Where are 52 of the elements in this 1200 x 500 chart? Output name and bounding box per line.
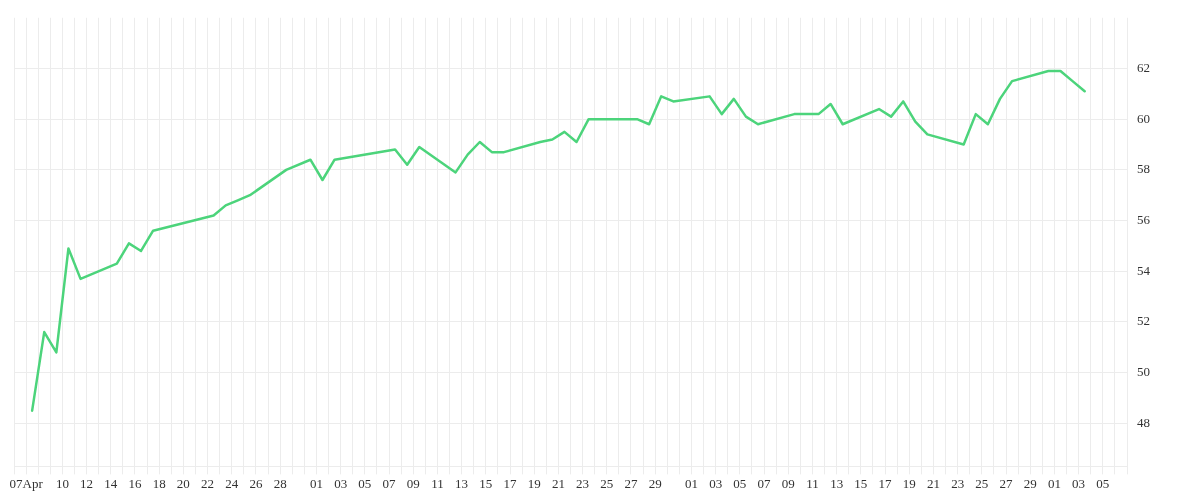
y-tick-label: 60 bbox=[1137, 110, 1150, 126]
x-tick-label: 29 bbox=[1023, 475, 1037, 491]
x-tick-label: 27 bbox=[624, 475, 638, 491]
x-tick-label: 26 bbox=[249, 475, 263, 491]
y-tick-label: 54 bbox=[1137, 262, 1151, 278]
x-tick-label: 11 bbox=[431, 475, 444, 491]
x-tick-label: 03 bbox=[709, 475, 723, 491]
x-tick-label: 16 bbox=[128, 475, 142, 491]
x-tick-label: 24 bbox=[225, 475, 239, 491]
y-tick-label: 50 bbox=[1137, 364, 1150, 380]
x-tick-label: 11 bbox=[806, 475, 819, 491]
x-tick-label: 01 bbox=[1047, 475, 1061, 491]
y-tick-label: 62 bbox=[1137, 59, 1150, 75]
x-tick-label: 28 bbox=[273, 475, 287, 491]
x-tick-label: 01 bbox=[309, 475, 323, 491]
x-tick-label: 17 bbox=[503, 475, 518, 491]
x-tick-label: 07 bbox=[757, 475, 772, 491]
x-tick-label: 09 bbox=[406, 475, 420, 491]
x-tick-label: 03 bbox=[334, 475, 348, 491]
x-tick-label: 07Apr bbox=[9, 475, 44, 491]
x-tick-label: 23 bbox=[951, 475, 965, 491]
x-tick-label: 29 bbox=[648, 475, 662, 491]
x-tick-label: 07 bbox=[382, 475, 397, 491]
x-tick-label: 23 bbox=[576, 475, 590, 491]
x-tick-label: 05 bbox=[358, 475, 372, 491]
x-tick-label: 15 bbox=[854, 475, 868, 491]
y-tick-label: 52 bbox=[1137, 313, 1150, 329]
x-tick-label: 09 bbox=[781, 475, 795, 491]
x-tick-label: 21 bbox=[926, 475, 940, 491]
x-tick-label: 18 bbox=[152, 475, 166, 491]
x-tick-label: 25 bbox=[975, 475, 989, 491]
x-tick-label: 12 bbox=[80, 475, 94, 491]
x-tick-label: 14 bbox=[104, 475, 118, 491]
x-tick-label: 25 bbox=[600, 475, 614, 491]
x-tick-label: 21 bbox=[551, 475, 565, 491]
x-tick-label: 17 bbox=[878, 475, 893, 491]
x-tick-label: 05 bbox=[1096, 475, 1110, 491]
x-tick-label: 22 bbox=[201, 475, 215, 491]
x-tick-label: 19 bbox=[902, 475, 916, 491]
x-tick-label: 01 bbox=[684, 475, 698, 491]
y-tick-label: 56 bbox=[1137, 211, 1151, 227]
x-tick-label: 13 bbox=[830, 475, 844, 491]
x-tick-label: 13 bbox=[455, 475, 469, 491]
x-tick-label: 27 bbox=[999, 475, 1014, 491]
x-tick-label: 20 bbox=[176, 475, 190, 491]
x-tick-label: 15 bbox=[479, 475, 493, 491]
x-tick-label: 05 bbox=[733, 475, 747, 491]
y-tick-label: 58 bbox=[1137, 161, 1150, 177]
x-tick-label: 03 bbox=[1072, 475, 1086, 491]
x-tick-label: 10 bbox=[55, 475, 69, 491]
y-tick-label: 48 bbox=[1137, 414, 1150, 430]
x-tick-label: 19 bbox=[527, 475, 541, 491]
